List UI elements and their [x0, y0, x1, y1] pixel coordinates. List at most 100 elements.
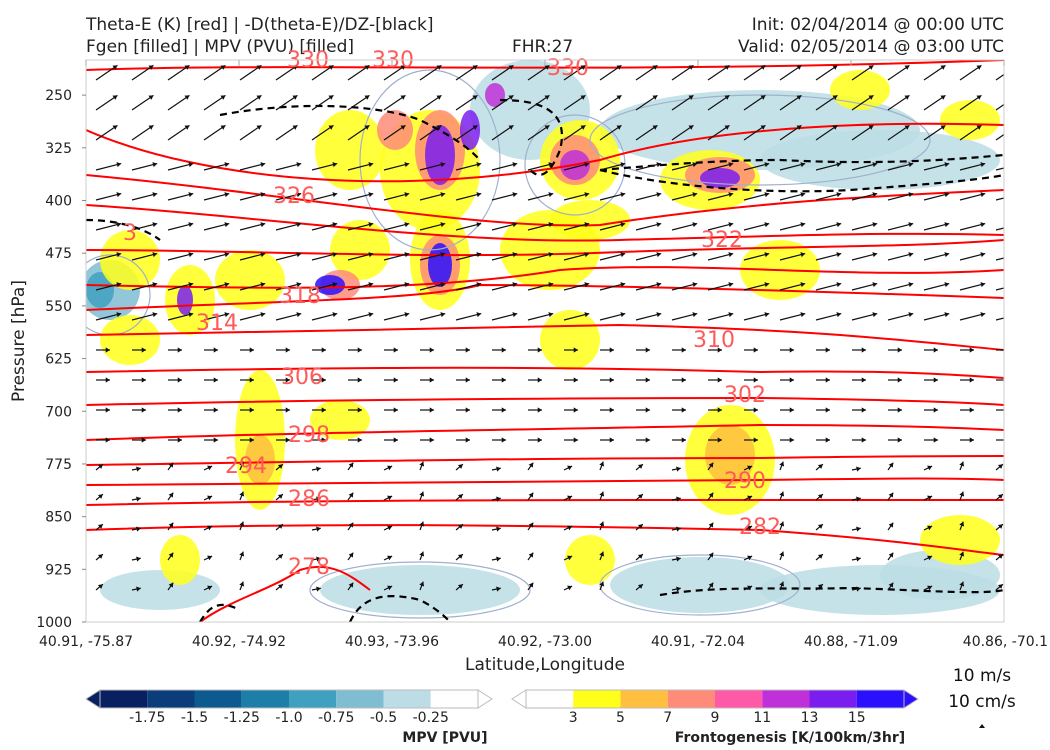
wind-vector-head [927, 495, 933, 501]
wind-vector [887, 222, 914, 231]
wind-vector-head [976, 125, 982, 130]
wind-vector-head [832, 65, 838, 70]
wind-vector [95, 252, 122, 261]
wind-vector-head [548, 282, 554, 288]
y-tick-label: 475 [45, 246, 72, 262]
wind-vector [131, 94, 154, 111]
wind-vector-head [908, 252, 914, 258]
wind-vector-head [296, 312, 302, 318]
wind-vector-head [277, 494, 283, 499]
wind-vector [383, 222, 410, 231]
wind-vector [671, 282, 698, 291]
wind-vector [815, 162, 842, 171]
wind-vector-head [97, 554, 103, 559]
wind-vector-head [136, 466, 141, 472]
wind-vector-head [861, 377, 866, 383]
wind-vector [707, 252, 734, 261]
wind-vector [383, 162, 410, 171]
wind-vector-head [976, 65, 982, 70]
wind-vector-head [599, 461, 605, 467]
wind-vector-head [537, 437, 542, 443]
wind-vector-head [512, 192, 518, 198]
wind-vector-head [476, 162, 482, 168]
wind-vector-head [116, 312, 122, 318]
wind-vector [707, 282, 734, 291]
wind-vector [923, 192, 950, 201]
wind-vector [887, 162, 914, 171]
wind-vector-head [348, 552, 354, 558]
x-tick-label: 40.88, -71.09 [804, 634, 898, 650]
wind-vector-head [1016, 312, 1021, 317]
wind-vector-head [888, 522, 894, 528]
wind-vector [95, 162, 122, 171]
contour-label: 3 [123, 221, 137, 246]
wind-vector-head [817, 584, 823, 589]
wind-vector-head [933, 437, 938, 443]
wind-vector-head [959, 581, 965, 587]
wind-vector-head [332, 282, 338, 288]
wind-vector-head [296, 192, 302, 198]
wind-vector-head [260, 222, 266, 228]
wind-vector-head [980, 192, 986, 198]
wind-vector-head [904, 95, 910, 100]
wind-vector [383, 312, 410, 321]
wind-vector [887, 312, 914, 321]
wind-vector-head [429, 437, 434, 443]
wind-vector [707, 124, 730, 141]
wind-vector-head [321, 377, 326, 383]
wind-vector-head [292, 95, 298, 100]
wind-vector-head [692, 282, 698, 288]
fgen-colorbar-tick-label: 15 [848, 710, 866, 726]
wind-vector-head [393, 377, 398, 383]
wind-vector-head [457, 494, 463, 499]
wind-vector-head [717, 377, 722, 383]
wind-vector-head [239, 551, 245, 557]
wind-vector-head [328, 95, 334, 100]
wind-vector [815, 282, 842, 291]
wind-vector [95, 312, 122, 321]
wind-vector [419, 64, 442, 81]
wind-vector-head [465, 437, 470, 443]
wind-vector-head [764, 282, 770, 288]
wind-vector-head [357, 407, 362, 413]
wind-vector [995, 73, 1004, 81]
wind-vector-head [620, 162, 626, 168]
wind-vector-head [357, 437, 362, 443]
wind-vector [959, 162, 986, 171]
wind-vector-head [708, 552, 714, 558]
wind-vector [959, 192, 986, 201]
wind-vector [275, 222, 302, 231]
wind-vector-head [501, 377, 506, 383]
wind-vector [95, 94, 118, 111]
wind-vector-head [832, 125, 838, 130]
mpv-outline [359, 69, 501, 251]
wind-vector-head [637, 494, 643, 499]
wind-vector-head [476, 192, 482, 198]
wind-vector-head [747, 585, 753, 591]
wind-vector-head [436, 125, 442, 130]
wind-vector [275, 94, 298, 111]
wind-vector [563, 192, 590, 201]
wind-vector-head [220, 95, 226, 100]
wind-vector-head [400, 95, 406, 100]
wind-vector-head [544, 125, 550, 130]
wind-vector-head [764, 192, 770, 198]
wind-vector [347, 162, 374, 171]
wind-vector-head [580, 65, 586, 70]
wind-vector-head [436, 95, 442, 100]
wind-vector [887, 94, 910, 111]
y-tick-label: 250 [45, 88, 72, 104]
fgen-colorbar-tick-label: 11 [753, 710, 771, 726]
wind-vector-head [177, 437, 182, 443]
wind-vector-head [368, 162, 374, 168]
wind-vector [383, 252, 410, 261]
wind-vector [527, 312, 554, 321]
wind-vector [671, 192, 698, 201]
wind-vector-head [652, 65, 658, 70]
wind-vector-head [681, 437, 686, 443]
wind-vector-head [789, 407, 794, 413]
wind-vector-head [656, 282, 662, 288]
wind-vector-head [1006, 377, 1010, 382]
wind-vector-head [609, 347, 614, 353]
wind-vector-head [387, 585, 393, 591]
